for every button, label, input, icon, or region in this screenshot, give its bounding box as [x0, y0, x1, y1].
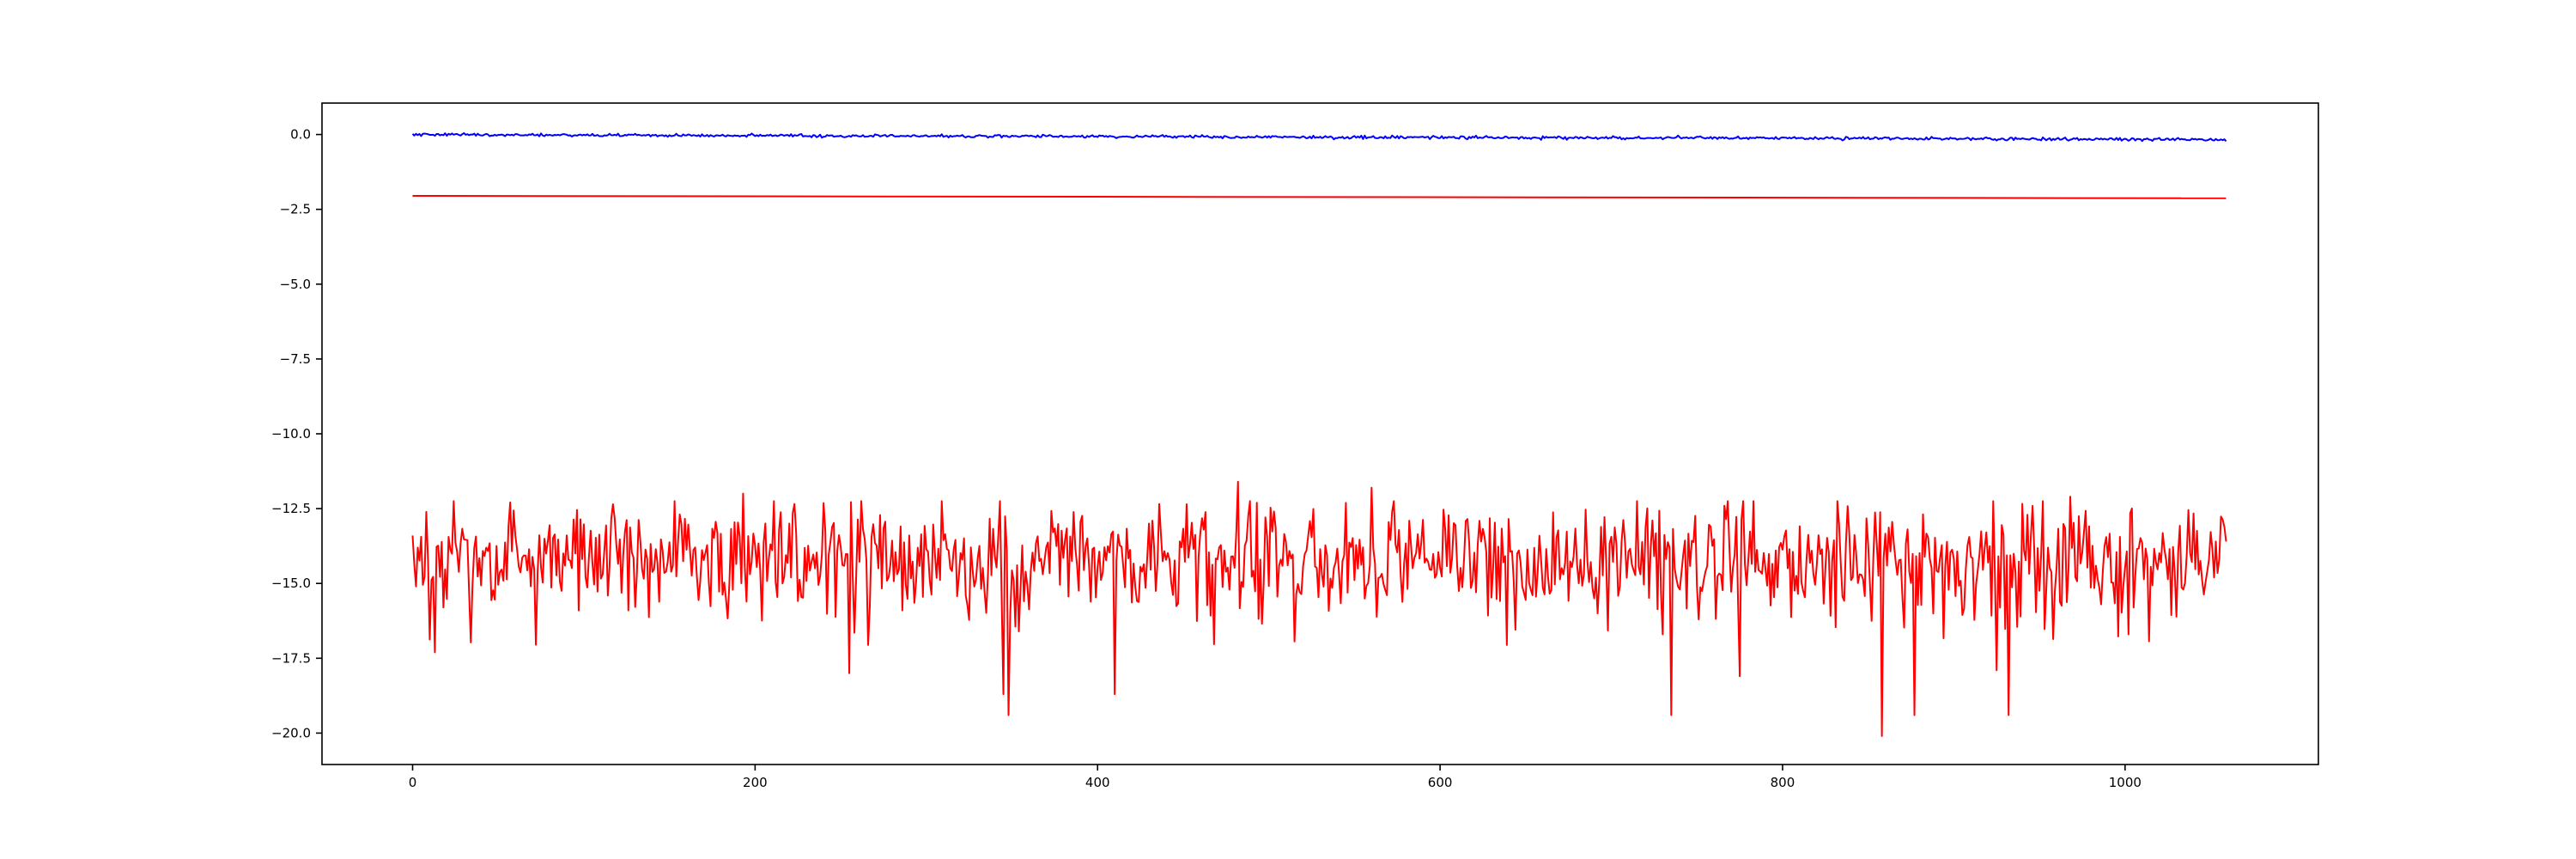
- x-tick-label: 600: [1428, 775, 1453, 790]
- axes-frame: [321, 102, 2319, 765]
- y-tick-label: −17.5: [271, 650, 311, 666]
- series-line-1: [411, 132, 2227, 143]
- x-tick-label: 1000: [2109, 775, 2142, 790]
- y-tick-label: −10.0: [271, 426, 311, 442]
- series-line-2: [412, 195, 2227, 199]
- y-tick-label: −5.0: [280, 277, 311, 292]
- series-layer: [411, 132, 2227, 737]
- x-tick-label: 0: [409, 775, 417, 790]
- x-tick-label: 800: [1771, 775, 1795, 790]
- x-tick-label: 400: [1085, 775, 1110, 790]
- x-tick-label: 200: [743, 775, 768, 790]
- y-tick-label: −2.5: [280, 202, 311, 217]
- y-axis: 0.0 −2.5 −5.0 −7.5 −10.0 −12.5 −15.0 −17.5 −20.0: [271, 127, 322, 740]
- x-axis: 0 200 400 600 800 1000: [409, 765, 2142, 790]
- series-line-3: [411, 480, 2227, 737]
- y-tick-label: −12.5: [271, 501, 311, 516]
- y-tick-label: −15.0: [271, 576, 311, 591]
- y-tick-label: −20.0: [271, 725, 311, 740]
- y-tick-label: −7.5: [280, 351, 311, 367]
- y-tick-label: 0.0: [290, 127, 311, 143]
